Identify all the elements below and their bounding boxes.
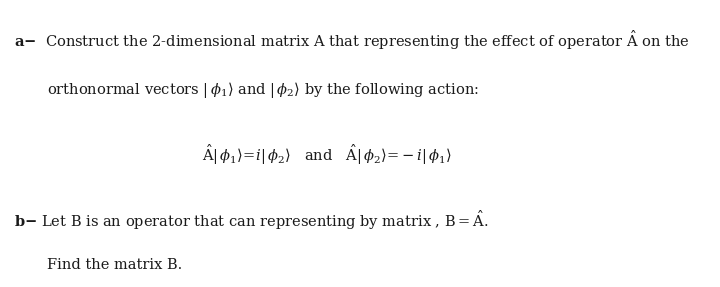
Text: $\mathbf{b}$$\mathbf{-}$ Let B is an operator that can representing by matrix , : $\mathbf{b}$$\mathbf{-}$ Let B is an ope… — [14, 210, 489, 232]
Text: $\hat{\mathrm{A}}|\,\phi_1\rangle\!=\!i|\,\phi_2\rangle$   and   $\hat{\mathrm{A: $\hat{\mathrm{A}}|\,\phi_1\rangle\!=\!i|… — [202, 144, 451, 167]
Text: $\mathbf{a}$$\mathbf{-}$  Construct the 2-dimensional matrix A that representing: $\mathbf{a}$$\mathbf{-}$ Construct the 2… — [14, 29, 690, 52]
Text: Find the matrix B.: Find the matrix B. — [47, 258, 182, 272]
Text: orthonormal vectors $|\,\phi_1\rangle$ and $|\,\phi_2\rangle$ by the following a: orthonormal vectors $|\,\phi_1\rangle$ a… — [47, 80, 479, 100]
